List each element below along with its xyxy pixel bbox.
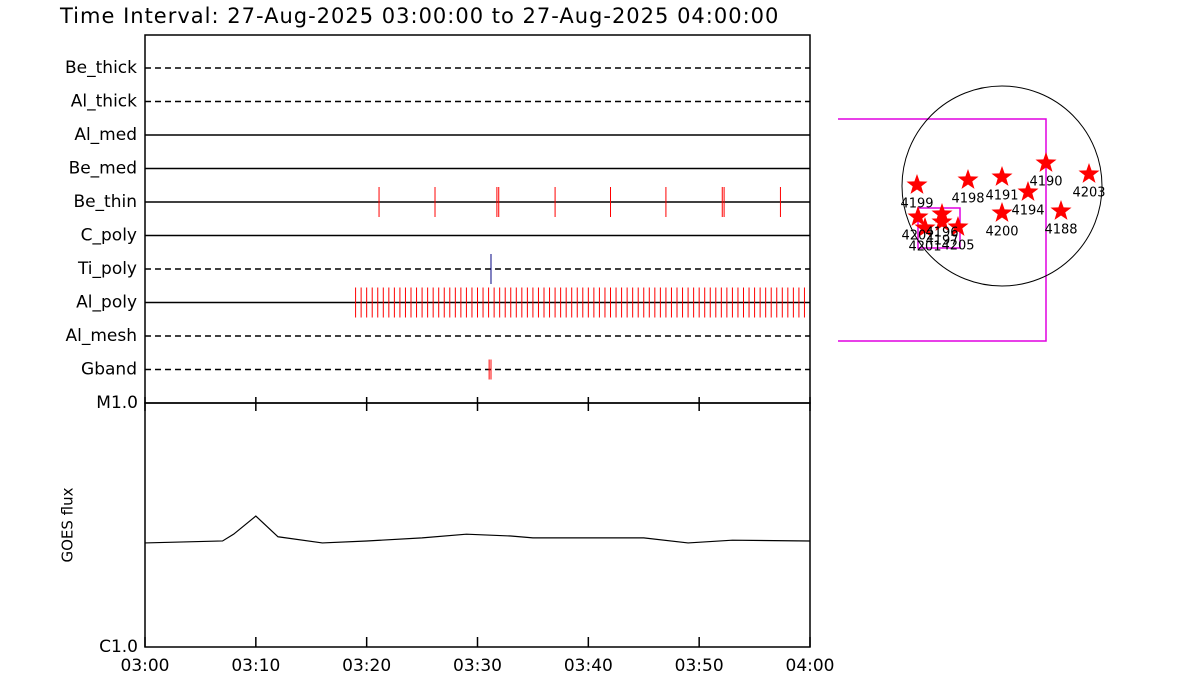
row-label: Al_thick [71, 92, 137, 112]
region-label: 4200 [985, 225, 1018, 240]
timeline-frame [144, 34, 811, 404]
x-tick-label: 03:20 [342, 656, 391, 676]
region-star [931, 211, 953, 231]
chart-title: Time Interval: 27-Aug-2025 03:00:00 to 2… [59, 4, 779, 28]
row-label: Gband [81, 360, 137, 380]
row-label: C_poly [81, 226, 137, 246]
row-label: Ti_poly [77, 259, 137, 279]
y-tick-label: M1.0 [96, 393, 138, 413]
row-label: Al_med [74, 125, 137, 145]
region-star [1035, 152, 1057, 172]
region-star [1017, 181, 1039, 201]
region-star [907, 206, 929, 226]
x-tick-label: 03:10 [231, 656, 280, 676]
x-tick-label: 03:30 [453, 656, 502, 676]
row-label: Be_thick [65, 58, 137, 78]
region-star [1078, 163, 1100, 183]
region-label: 4188 [1044, 223, 1077, 238]
region-star [957, 169, 979, 189]
region-label: 4205 [941, 239, 974, 254]
region-star [947, 216, 969, 236]
region-label: 4202 [901, 229, 934, 244]
row-label: Be_med [69, 159, 137, 179]
x-tick-label: 03:00 [121, 656, 170, 676]
region-label: 4198 [951, 192, 984, 207]
x-tick-label: 03:50 [675, 656, 724, 676]
region-star [991, 166, 1013, 186]
goes-curve [144, 515, 811, 544]
y-tick-label: C1.0 [99, 637, 138, 657]
y-axis-label: GOES flux [59, 487, 77, 562]
region-star [1050, 200, 1072, 220]
region-label: 4203 [1072, 186, 1105, 201]
region-label: 4199 [900, 197, 933, 212]
solar-disk [901, 85, 1103, 287]
region-label: 4201 [908, 240, 941, 255]
x-tick-label: 04:00 [786, 656, 835, 676]
row-label: Al_mesh [65, 326, 137, 346]
x-tick-label: 03:40 [564, 656, 613, 676]
row-label: Be_thin [73, 192, 137, 212]
region-star [906, 174, 928, 194]
region-label: 4194 [1011, 204, 1044, 219]
region-label: 4191 [985, 189, 1018, 204]
region-star [991, 202, 1013, 222]
region-star [914, 217, 936, 237]
region-label: 4196 [925, 226, 958, 241]
region-label: 4197 [925, 234, 958, 249]
fov-box [838, 118, 1047, 342]
row-label: Al_poly [76, 293, 137, 313]
region-label: 4190 [1029, 175, 1062, 190]
